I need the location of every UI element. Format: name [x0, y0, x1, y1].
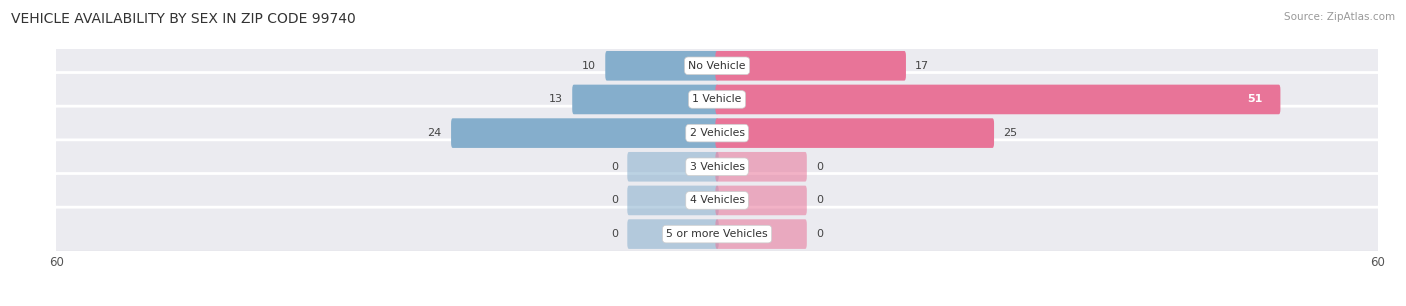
- Text: No Vehicle: No Vehicle: [689, 61, 745, 71]
- FancyBboxPatch shape: [53, 39, 1381, 93]
- FancyBboxPatch shape: [627, 186, 718, 215]
- Text: 51: 51: [1247, 95, 1263, 104]
- FancyBboxPatch shape: [716, 118, 994, 148]
- Text: 13: 13: [548, 95, 562, 104]
- FancyBboxPatch shape: [716, 85, 1281, 114]
- Text: 3 Vehicles: 3 Vehicles: [689, 162, 745, 172]
- Text: VEHICLE AVAILABILITY BY SEX IN ZIP CODE 99740: VEHICLE AVAILABILITY BY SEX IN ZIP CODE …: [11, 12, 356, 26]
- Text: 4 Vehicles: 4 Vehicles: [689, 196, 745, 205]
- FancyBboxPatch shape: [627, 219, 718, 249]
- FancyBboxPatch shape: [572, 85, 718, 114]
- FancyBboxPatch shape: [716, 219, 807, 249]
- Text: 5 or more Vehicles: 5 or more Vehicles: [666, 229, 768, 239]
- FancyBboxPatch shape: [716, 51, 905, 80]
- Text: 17: 17: [915, 61, 929, 71]
- Text: 1 Vehicle: 1 Vehicle: [692, 95, 742, 104]
- FancyBboxPatch shape: [451, 118, 718, 148]
- FancyBboxPatch shape: [627, 152, 718, 181]
- Text: 0: 0: [815, 229, 823, 239]
- FancyBboxPatch shape: [53, 106, 1381, 160]
- FancyBboxPatch shape: [53, 73, 1381, 126]
- Text: 0: 0: [815, 196, 823, 205]
- Text: 0: 0: [612, 196, 617, 205]
- FancyBboxPatch shape: [53, 207, 1381, 261]
- Text: 24: 24: [427, 128, 441, 138]
- Text: 10: 10: [582, 61, 596, 71]
- FancyBboxPatch shape: [53, 174, 1381, 227]
- FancyBboxPatch shape: [605, 51, 718, 80]
- Text: Source: ZipAtlas.com: Source: ZipAtlas.com: [1284, 12, 1395, 22]
- Text: 0: 0: [612, 162, 617, 172]
- FancyBboxPatch shape: [716, 186, 807, 215]
- Text: 25: 25: [1004, 128, 1018, 138]
- Text: 0: 0: [815, 162, 823, 172]
- Text: 2 Vehicles: 2 Vehicles: [689, 128, 745, 138]
- FancyBboxPatch shape: [716, 152, 807, 181]
- FancyBboxPatch shape: [53, 140, 1381, 194]
- Text: 0: 0: [612, 229, 617, 239]
